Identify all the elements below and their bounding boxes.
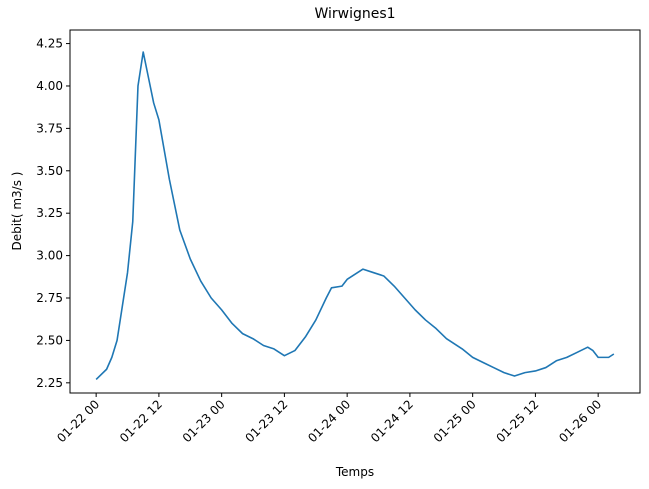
x-tick-label: 01-22 00 bbox=[54, 397, 102, 445]
x-tick-label: 01-23 12 bbox=[242, 397, 290, 445]
plot-frame bbox=[69, 29, 641, 394]
x-tick-label: 01-25 00 bbox=[431, 397, 479, 445]
x-tick-label: 01-24 12 bbox=[368, 397, 416, 445]
y-tick-label: 3.00 bbox=[36, 249, 63, 263]
y-tick-label: 2.25 bbox=[36, 376, 63, 390]
data-line bbox=[95, 51, 615, 381]
y-axis-label: Debit( m3/s ) bbox=[10, 172, 24, 251]
x-tick-label: 01-22 12 bbox=[117, 397, 165, 445]
y-tick-label: 3.50 bbox=[36, 164, 63, 178]
y-tick-label: 2.50 bbox=[36, 333, 63, 347]
x-tick-label: 01-25 12 bbox=[493, 397, 541, 445]
y-tick-label: 4.25 bbox=[36, 37, 63, 51]
y-tick-label: 3.75 bbox=[36, 121, 63, 135]
y-tick-label: 4.00 bbox=[36, 79, 63, 93]
x-tick-label: 01-26 00 bbox=[556, 397, 604, 445]
x-axis-label: Temps bbox=[335, 465, 374, 479]
x-tick-label: 01-24 00 bbox=[305, 397, 353, 445]
chart-title: Wirwignes1 bbox=[314, 6, 395, 22]
y-tick-label: 3.25 bbox=[36, 206, 63, 220]
x-tick-label: 01-23 00 bbox=[180, 397, 228, 445]
y-tick-label: 2.75 bbox=[36, 291, 63, 305]
